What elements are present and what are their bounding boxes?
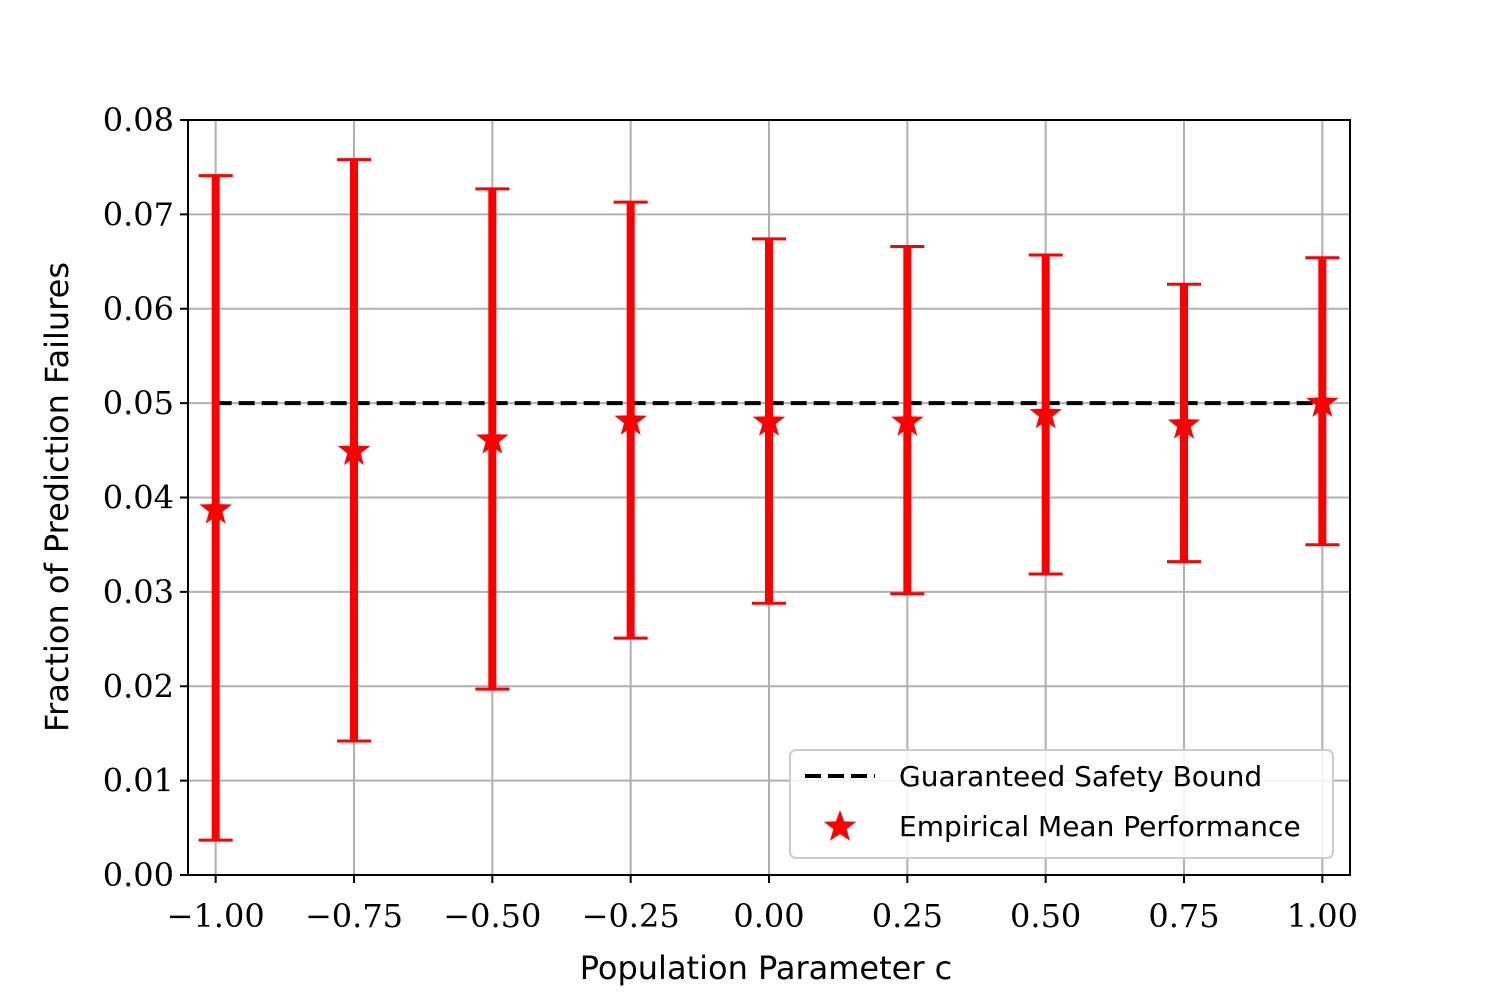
- x-tick-label: −0.75: [305, 897, 403, 935]
- mean-star-marker: [614, 404, 647, 435]
- x-tick-label: −1.00: [167, 897, 265, 935]
- x-tick-label: 0.50: [1010, 897, 1081, 935]
- x-tick-label: 0.00: [733, 897, 804, 935]
- mean-markers-layer: [199, 386, 1339, 524]
- y-tick-label: 0.08: [103, 101, 174, 139]
- mean-star-marker: [476, 422, 509, 454]
- mean-star-marker: [752, 405, 786, 436]
- y-tick-label: 0.06: [103, 290, 174, 328]
- y-tick-label: 0.05: [103, 384, 174, 422]
- y-tick-label: 0.04: [103, 479, 174, 517]
- mean-star-marker: [1029, 397, 1062, 429]
- x-tick-label: −0.50: [443, 897, 541, 935]
- mean-star-marker: [1306, 386, 1339, 417]
- axis-ticks: −1.00 −0.75 −0.50 −0.25 0.00 0.25 0.50 0.75 1.00…: [103, 101, 1358, 935]
- legend-label-empirical-mean: Empirical Mean Performance: [899, 810, 1301, 843]
- x-tick-label: 1.00: [1287, 897, 1358, 935]
- x-tick-label: 0.75: [1148, 897, 1219, 935]
- y-tick-label: 0.02: [103, 667, 174, 705]
- mean-star-marker: [199, 492, 232, 524]
- y-tick-label: 0.07: [103, 195, 174, 233]
- y-axis-label: Fraction of Prediction Failures: [38, 262, 76, 732]
- y-tick-label: 0.00: [103, 856, 174, 894]
- y-tick-label: 0.03: [103, 573, 174, 611]
- x-tick-label: 0.25: [872, 897, 943, 935]
- mean-star-marker: [337, 434, 371, 466]
- x-axis-label: Population Parameter c: [580, 949, 953, 987]
- legend-star-swatch: [823, 810, 857, 841]
- legend-label-safety-bound: Guaranteed Safety Bound: [899, 760, 1262, 793]
- y-tick-label: 0.01: [103, 762, 174, 800]
- x-tick-label: −0.25: [582, 897, 680, 935]
- mean-star-marker: [1167, 407, 1201, 439]
- mean-star-marker: [891, 405, 924, 436]
- legend-box: [789, 749, 1334, 859]
- legend: Guaranteed Safety Bound Empirical Mean P…: [789, 749, 1334, 859]
